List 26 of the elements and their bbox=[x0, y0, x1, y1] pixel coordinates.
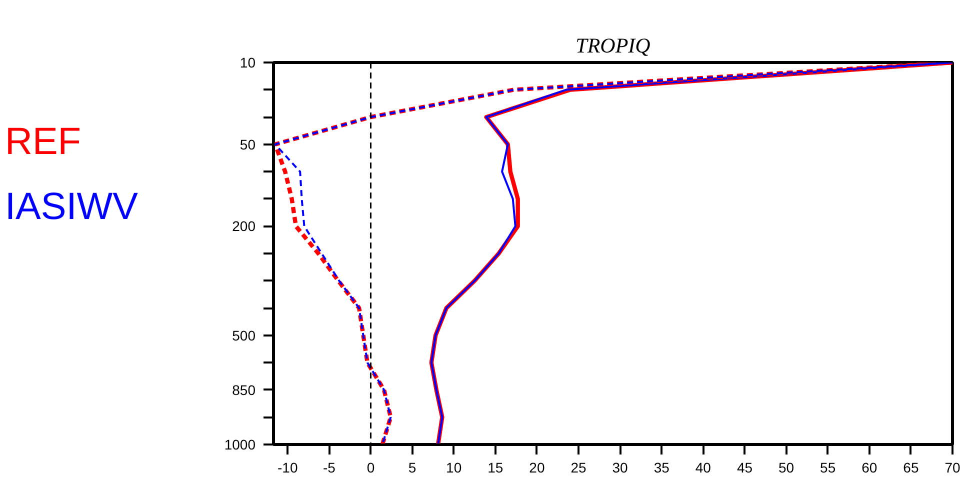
text: REF bbox=[5, 121, 81, 163]
x-tick-label: 70 bbox=[944, 460, 960, 476]
x-tick-label: -5 bbox=[322, 460, 336, 476]
x-tick-label: 50 bbox=[778, 460, 794, 476]
x-tick-label: 25 bbox=[570, 460, 587, 476]
x-tick-label: 10 bbox=[446, 460, 462, 476]
x-tick-label: 40 bbox=[695, 460, 712, 476]
y-tick-label: 50 bbox=[240, 136, 256, 152]
x-tick-label: 15 bbox=[488, 460, 504, 476]
x-tick-label: 60 bbox=[862, 460, 878, 476]
x-tick-label: 65 bbox=[903, 460, 919, 476]
y-tick-label: 1000 bbox=[224, 436, 256, 452]
x-tick-label: 45 bbox=[736, 460, 753, 476]
x-tick-label: 30 bbox=[612, 460, 628, 476]
x-tick-label: 20 bbox=[529, 460, 545, 476]
y-tick-label: 500 bbox=[232, 327, 256, 344]
y-tick-label: 10 bbox=[240, 54, 256, 70]
text: IASIWV bbox=[5, 186, 138, 228]
y-tick-label: 200 bbox=[232, 218, 256, 234]
x-tick-label: 35 bbox=[654, 460, 670, 476]
x-tick-label: 55 bbox=[820, 460, 836, 476]
x-tick-label: 5 bbox=[408, 460, 416, 476]
chart-title: TROPIQ bbox=[576, 34, 650, 58]
x-tick-label: -10 bbox=[278, 460, 298, 476]
y-tick-label: 850 bbox=[232, 382, 256, 398]
x-tick-label: 0 bbox=[366, 460, 375, 476]
